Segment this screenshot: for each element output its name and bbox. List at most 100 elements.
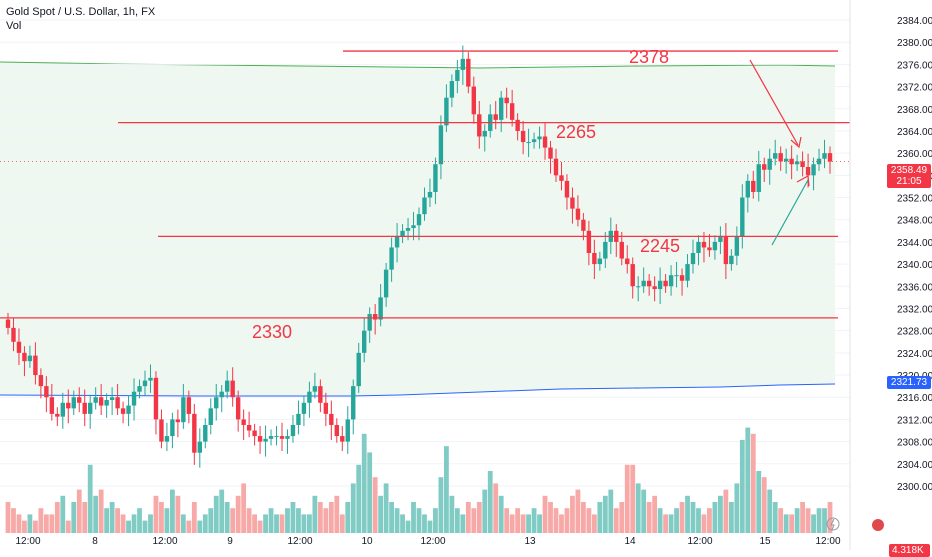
- volume-bar: [734, 483, 740, 533]
- volume-bar: [312, 495, 318, 533]
- candle-body: [597, 258, 603, 265]
- candle-body: [800, 161, 805, 168]
- volume-bar: [739, 440, 745, 533]
- up-trend-line[interactable]: [771, 179, 809, 246]
- candle-body: [422, 197, 427, 215]
- time-tick-label: 12:00: [687, 536, 712, 547]
- candle-body: [268, 436, 274, 439]
- volume-bar: [378, 495, 384, 533]
- time-tick-label: 13: [524, 536, 536, 547]
- candle-body: [351, 386, 356, 420]
- down-arrow-line[interactable]: [749, 59, 799, 146]
- volume-bar: [449, 495, 455, 533]
- volume-bar: [411, 502, 416, 533]
- volume-bar: [301, 514, 307, 533]
- candle-body: [745, 180, 750, 198]
- candle-body: [88, 402, 93, 414]
- time-tick-label: 12:00: [152, 536, 177, 547]
- candle-body: [663, 280, 668, 287]
- candle-body: [734, 236, 740, 256]
- candle-body: [466, 58, 471, 87]
- lightning-icon[interactable]: [826, 517, 840, 531]
- candle-body: [93, 397, 98, 403]
- candle-body: [559, 175, 564, 181]
- candle-body: [208, 408, 213, 425]
- volume-label[interactable]: Vol: [6, 20, 22, 32]
- volume-bar: [11, 508, 16, 533]
- candle-body: [416, 214, 422, 226]
- candle-body: [482, 130, 487, 137]
- last-price-tag: 2358.49 21:05: [887, 164, 931, 188]
- candle-body: [707, 247, 712, 251]
- volume-bar: [356, 464, 362, 533]
- volume-bar: [400, 514, 405, 533]
- candle-body: [827, 153, 833, 162]
- candle-body: [553, 158, 559, 176]
- candle-body: [334, 424, 339, 437]
- candle-body: [372, 314, 378, 320]
- volume-bar: [224, 502, 230, 533]
- volume-bar: [219, 489, 225, 533]
- volume-bar: [668, 514, 674, 533]
- price-tick-label: 2336.00: [897, 282, 932, 293]
- volume-bar: [361, 433, 367, 533]
- volume-bar: [537, 514, 542, 533]
- moving-average-line: [0, 383, 836, 397]
- volume-bar: [778, 508, 784, 533]
- volume-bar: [98, 489, 104, 533]
- candle-body: [729, 255, 734, 265]
- candle-body: [192, 413, 197, 453]
- volume-bar: [789, 514, 795, 533]
- candle-body: [120, 408, 126, 414]
- volume-bar: [93, 495, 99, 533]
- volume-bar: [542, 495, 548, 533]
- chart-legend: Gold Spot / U.S. Dollar, 1h, FX Vol: [6, 5, 155, 33]
- volume-bar: [756, 471, 762, 533]
- candle-body: [438, 125, 444, 165]
- candle-body: [542, 136, 548, 148]
- time-tick-label: 12:00: [815, 536, 840, 547]
- price-tick-label: 2344.00: [897, 238, 932, 249]
- candle-body: [257, 436, 263, 442]
- candle-body: [400, 230, 405, 237]
- candle-body: [504, 97, 509, 104]
- volume-bar: [241, 483, 247, 533]
- candle-body: [636, 286, 641, 288]
- volume-bar: [290, 502, 296, 533]
- volume-bar: [148, 514, 153, 533]
- us-flag-icon[interactable]: [872, 519, 884, 531]
- volume-bar: [685, 495, 690, 533]
- candle-body: [170, 419, 175, 437]
- volume-bar: [71, 502, 77, 533]
- volume-bar: [350, 483, 356, 533]
- candle-body: [55, 413, 60, 417]
- symbol-title[interactable]: Gold Spot / U.S. Dollar, 1h, FX: [6, 6, 156, 18]
- volume-bar: [493, 483, 499, 533]
- candle-body: [449, 81, 455, 98]
- volume-bar: [263, 514, 268, 533]
- price-tick-label: 2328.00: [897, 327, 932, 338]
- volume-bar: [422, 514, 427, 533]
- level-label-2265: 2265: [556, 122, 596, 142]
- candle-body: [773, 153, 778, 159]
- volume-bar: [208, 508, 214, 533]
- volume-bar: [805, 508, 811, 533]
- volume-bar: [559, 514, 564, 533]
- candle-body: [411, 225, 416, 229]
- candle-body: [383, 269, 389, 298]
- volume-bar: [630, 464, 636, 533]
- volume-bar: [723, 489, 729, 533]
- candle-body: [625, 258, 630, 265]
- time-tick-label: 8: [92, 536, 98, 547]
- candle-body: [214, 397, 219, 409]
- volume-bar: [202, 514, 208, 533]
- volume-bar: [153, 495, 159, 533]
- candle-body: [11, 327, 16, 342]
- volume-bar: [597, 502, 603, 533]
- volume-bar: [482, 489, 488, 533]
- price-tick-label: 2308.00: [897, 438, 932, 449]
- volume-bar: [191, 502, 197, 533]
- candle-body: [652, 286, 657, 290]
- volume-bar: [498, 495, 504, 533]
